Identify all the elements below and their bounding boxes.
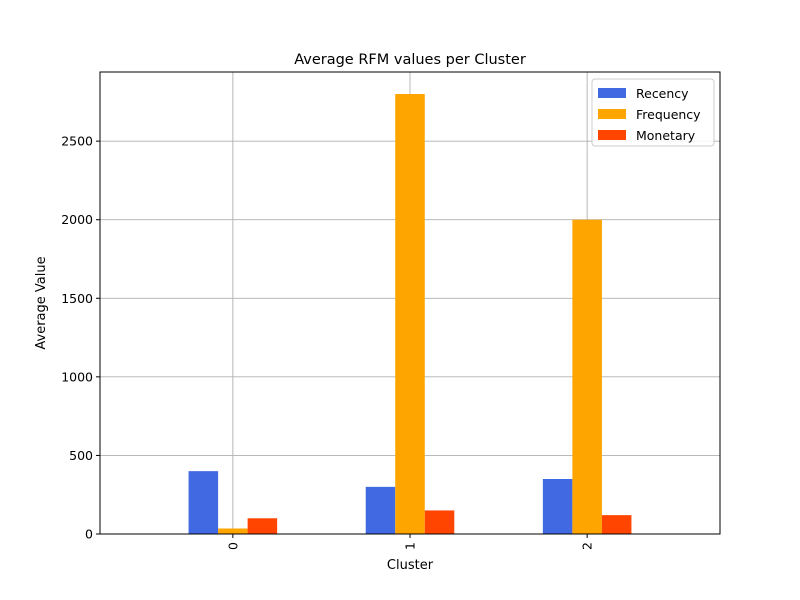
- y-tick-label: 2000: [61, 212, 93, 227]
- legend-swatch-monetary: [598, 130, 626, 140]
- bar-frequency-cluster-0: [218, 528, 248, 534]
- legend-swatch-frequency: [598, 109, 626, 119]
- y-tick-label: 0: [85, 527, 93, 542]
- bar-recency-cluster-0: [188, 471, 219, 534]
- legend-swatch-recency: [598, 88, 626, 98]
- legend-label-monetary: Monetary: [636, 128, 696, 143]
- y-tick-label: 1000: [61, 369, 93, 384]
- bar-monetary-cluster-1: [424, 510, 455, 534]
- legend-label-recency: Recency: [636, 86, 689, 101]
- bar-frequency-cluster-2: [572, 219, 602, 534]
- legend-label-frequency: Frequency: [636, 107, 701, 122]
- x-tick-label: 0: [225, 542, 240, 550]
- bar-monetary-cluster-0: [247, 518, 278, 534]
- y-axis-label: Average Value: [34, 256, 49, 349]
- x-tick-label: 1: [403, 542, 418, 550]
- y-tick-label: 500: [69, 448, 93, 463]
- y-tick-label: 2500: [61, 134, 93, 149]
- x-axis-label: Cluster: [387, 558, 434, 573]
- chart-title: Average RFM values per Cluster: [294, 52, 526, 68]
- x-tick-label: 2: [580, 542, 595, 550]
- bar-frequency-cluster-1: [395, 94, 425, 534]
- legend: Recency Frequency Monetary: [591, 78, 715, 147]
- bar-recency-cluster-2: [542, 479, 573, 534]
- bar-monetary-cluster-2: [601, 515, 632, 534]
- bars: [188, 94, 632, 534]
- y-tick-label: 1500: [61, 291, 93, 306]
- bar-recency-cluster-1: [365, 486, 396, 534]
- axis-ticks: 0 500 1000 1500 2000 2500 0 1 2: [61, 134, 594, 550]
